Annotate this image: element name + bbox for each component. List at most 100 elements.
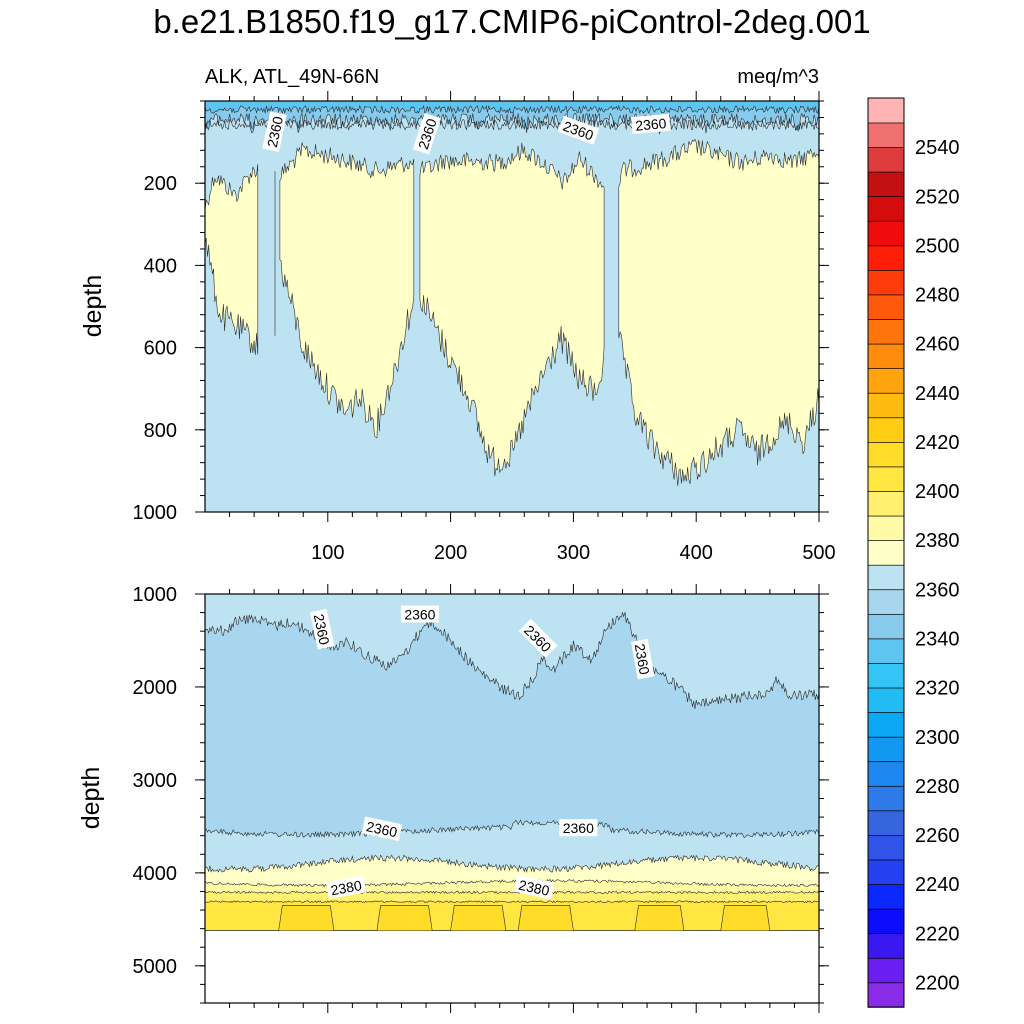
upper-frame (204, 100, 820, 513)
colorbar-swatch (867, 269, 905, 296)
contour-label-text: 2360 (264, 115, 286, 149)
colorbar-swatch (867, 97, 905, 124)
colorbar-swatch (867, 859, 905, 885)
colorbar: 2200 2220 2240 2260 2280 2300 2320 2340 2360 2380… (867, 97, 960, 1008)
y-tick-label: 800 (144, 420, 177, 442)
colorbar-label: 2460 (915, 334, 960, 356)
colorbar-swatch (867, 613, 905, 640)
x-tick-label: 200 (434, 542, 467, 564)
colorbar-swatch (867, 564, 905, 591)
contour-label: 2380 (325, 875, 367, 899)
upper-yellow-region (205, 138, 819, 487)
contour-label-text: 2360 (404, 607, 435, 623)
upper-panel: 2360 2360 2360 2360 100 200 300 400 50020040060… (79, 91, 836, 564)
contour-label: 2360 (559, 819, 598, 837)
colorbar-swatch (867, 957, 905, 984)
colorbar-swatch (867, 638, 905, 664)
colorbar-swatch (867, 490, 905, 517)
contour-label-text: 2380 (517, 877, 551, 899)
colorbar-swatch (867, 515, 905, 541)
lower-ticks: 1000 2000 3000 4000 5000 (133, 584, 829, 1013)
colorbar-label: 2280 (915, 776, 960, 798)
contour-label-background (262, 111, 287, 153)
contour-label: 2380 (513, 874, 555, 900)
y-tick-label: 4000 (133, 863, 178, 885)
y-tick-label: 1000 (133, 502, 178, 524)
contour-label-text: 2360 (563, 820, 594, 836)
colorbar-swatch (867, 343, 905, 369)
upper-contour-line (205, 118, 819, 131)
colorbar-swatch (867, 417, 905, 443)
colorbar-label: 2420 (915, 432, 960, 454)
y-tick-label: 400 (144, 255, 177, 277)
contour-label-background (412, 113, 441, 155)
contour-label-background (559, 819, 598, 837)
lower-bottom-block (720, 905, 771, 931)
colorbar-swatch (867, 687, 905, 713)
contour-label-background (361, 816, 403, 841)
colorbar-label: 2520 (915, 186, 960, 208)
colorbar-swatch (867, 195, 905, 222)
colorbar-label: 2240 (915, 874, 960, 896)
colorbar-swatch (867, 539, 905, 566)
lower-upper-light-region (205, 594, 819, 710)
colorbar-swatch (867, 760, 905, 787)
lower-bottom-block (278, 905, 335, 931)
contour-label: 2360 (361, 816, 403, 841)
colorbar-swatch (867, 908, 905, 935)
colorbar-swatch (867, 171, 905, 198)
x-tick-label: 100 (311, 542, 344, 564)
colorbar-swatch (867, 982, 905, 1008)
colorbar-swatch (867, 245, 905, 271)
upper-plot-area: 2360 2360 2360 2360 (205, 101, 819, 512)
colorbar-swatch (867, 810, 905, 836)
contour-label-text: 2380 (329, 877, 363, 898)
contour-label-background (557, 115, 600, 145)
contour-label-background (631, 638, 655, 680)
contour-label: 2360 (400, 605, 439, 623)
contour-label-background (518, 618, 558, 658)
colorbar-label: 2360 (915, 579, 960, 601)
colorbar-swatch (867, 294, 905, 320)
contour-label-background (400, 605, 439, 623)
lower-bottom-blocks (278, 905, 771, 931)
colorbar-swatch (867, 122, 905, 148)
lower-bottom-block (517, 905, 574, 931)
y-tick-label: 3000 (133, 770, 178, 792)
colorbar-swatch (867, 932, 905, 959)
colorbar-swatch (867, 883, 905, 910)
colorbar-swatch (867, 318, 905, 345)
colorbar-swatch (867, 588, 905, 615)
contour-label-background (631, 113, 671, 135)
x-tick-label: 300 (557, 542, 590, 564)
colorbar-label: 2300 (915, 727, 960, 749)
upper-ticks: 100 200 300 400 500 200 400 600 800 1000 (133, 91, 836, 564)
colorbar-swatch (867, 146, 905, 173)
contour-label: 2360 (309, 608, 335, 650)
right-subtitle: meq/m^3 (737, 66, 819, 88)
colorbar-label: 2500 (915, 235, 960, 257)
y-tick-label: 5000 (133, 956, 178, 978)
colorbar-swatch (867, 220, 905, 247)
contour-label-text: 2360 (365, 818, 399, 840)
colorbar-frame (867, 97, 905, 1008)
contour-label-background (513, 874, 555, 900)
lower-ylabel: depth (77, 767, 105, 830)
colorbar-label: 2220 (915, 923, 960, 945)
contour-label: 2360 (631, 638, 655, 680)
colorbar-label: 2440 (915, 383, 960, 405)
colorbar-label: 2200 (915, 972, 960, 994)
colorbar-label: 2320 (915, 678, 960, 700)
colorbar-label: 2400 (915, 481, 960, 503)
contour-label: 2360 (262, 111, 287, 153)
upper-surface-band-deep (205, 101, 819, 115)
y-tick-label: 200 (144, 173, 177, 195)
lower-bottom-block (450, 905, 507, 931)
colorbar-swatch (867, 392, 905, 419)
colorbar-label: 2540 (915, 137, 960, 159)
colorbar-swatch (867, 662, 905, 689)
upper-ylabel: depth (79, 275, 107, 338)
